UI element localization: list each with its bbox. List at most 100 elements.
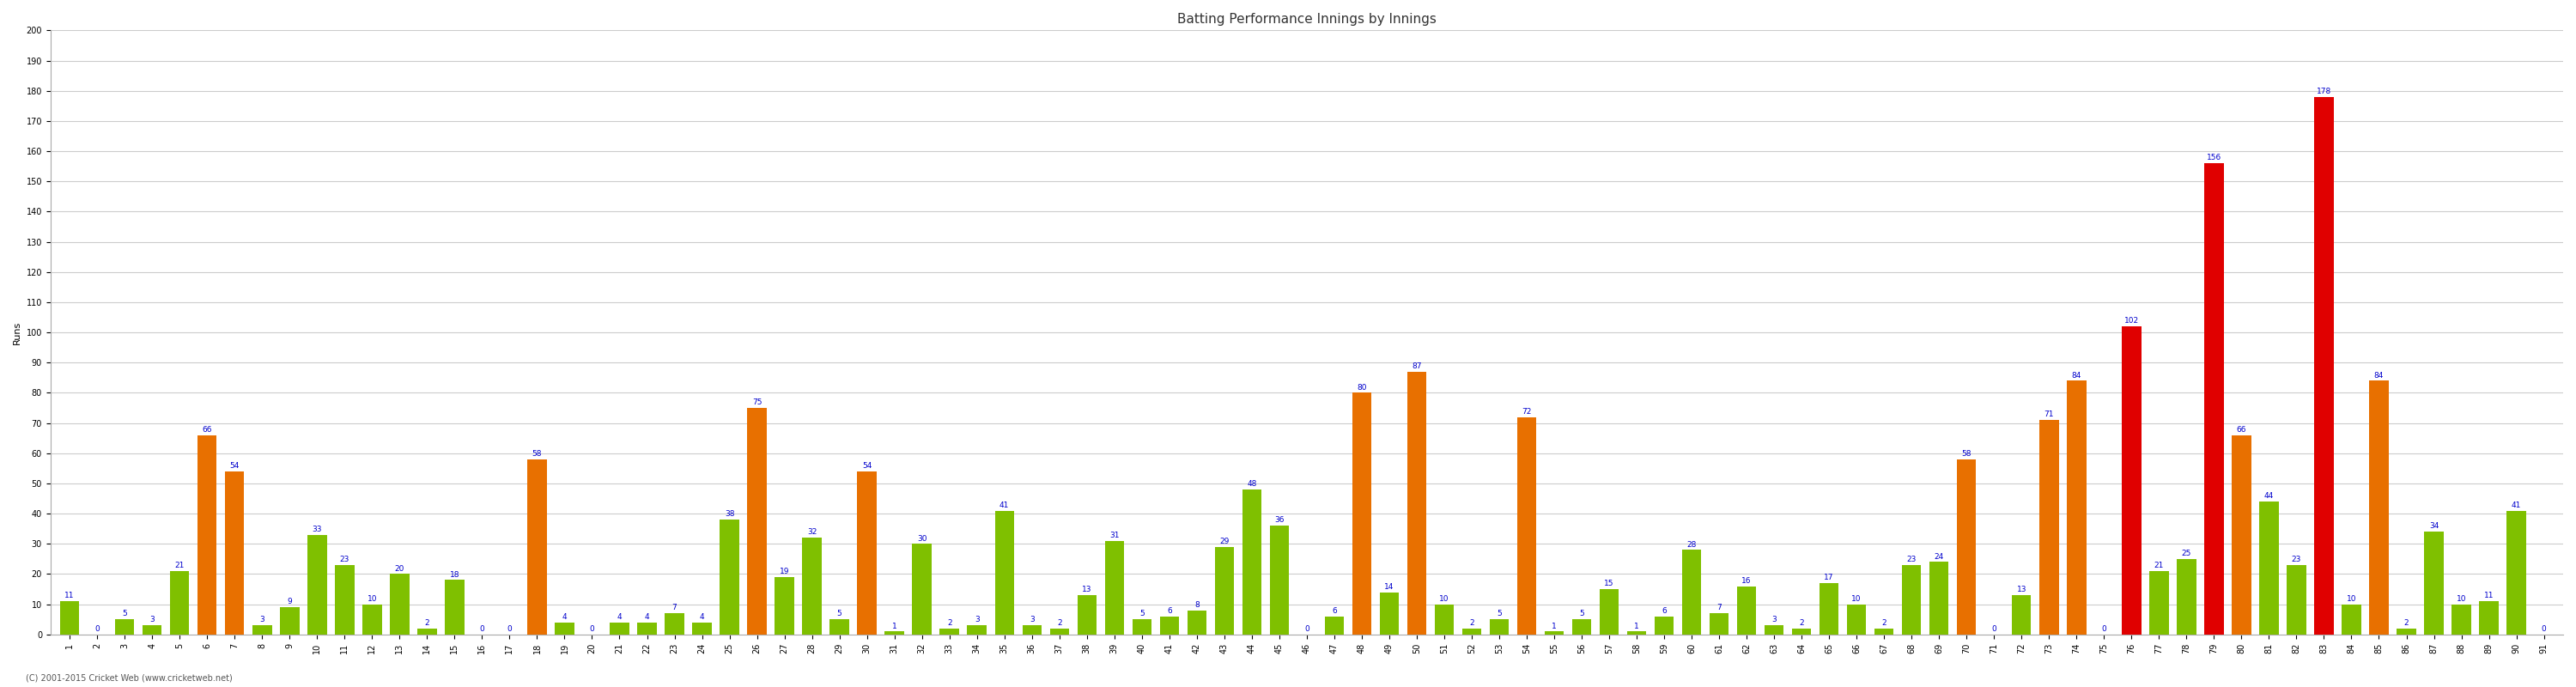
Bar [2259,502,2280,634]
Bar [2396,629,2416,634]
Bar [1710,613,1728,634]
Text: 15: 15 [1605,580,1615,587]
Text: 80: 80 [1358,383,1368,392]
Text: 71: 71 [2045,411,2053,418]
Text: 38: 38 [724,510,734,518]
Bar [2506,510,2527,634]
Text: 3: 3 [260,616,265,624]
Bar [1819,583,1839,634]
Bar [884,631,904,634]
Text: 4: 4 [562,613,567,621]
Text: 7: 7 [672,604,677,611]
Text: 21: 21 [175,562,185,570]
Text: 1: 1 [1633,622,1638,630]
Bar [1600,589,1618,634]
Text: 5: 5 [1579,610,1584,618]
Text: 41: 41 [999,502,1010,509]
Bar [1105,541,1123,634]
Bar [1406,372,1427,634]
Bar [1133,619,1151,634]
Bar [2177,559,2197,634]
Bar [2123,326,2141,634]
Bar [1654,616,1674,634]
Bar [1051,629,1069,634]
Bar [1793,629,1811,634]
Bar [2478,601,2499,634]
Bar [2424,532,2445,634]
Text: 29: 29 [1218,538,1229,545]
Bar [636,622,657,634]
Text: 58: 58 [1963,450,1971,458]
Bar [554,622,574,634]
Text: 24: 24 [1935,553,1945,561]
Text: 4: 4 [644,613,649,621]
Bar [2370,381,2388,634]
Text: 6: 6 [1332,607,1337,615]
Bar [1159,616,1180,634]
Bar [198,435,216,634]
Text: 178: 178 [2316,87,2331,95]
Text: 0: 0 [95,625,100,633]
Text: 13: 13 [1082,586,1092,594]
Text: 11: 11 [2483,592,2494,600]
Text: 4: 4 [618,613,621,621]
Text: 10: 10 [2347,595,2357,602]
Bar [747,408,768,634]
Y-axis label: Runs: Runs [13,321,21,344]
Bar [281,607,299,634]
Bar [1929,562,1947,634]
Text: 2: 2 [425,619,430,627]
Bar [775,577,793,634]
Bar [858,471,876,634]
Text: 84: 84 [2375,372,2383,379]
Text: 0: 0 [507,625,513,633]
Bar [1023,625,1041,634]
Text: 7: 7 [1716,604,1721,611]
Text: 58: 58 [533,450,541,458]
Text: 2: 2 [2403,619,2409,627]
Text: 32: 32 [806,528,817,537]
Text: 54: 54 [229,462,240,470]
Text: 72: 72 [1522,407,1533,416]
Bar [224,471,245,634]
Text: 19: 19 [781,567,788,576]
Bar [2452,605,2470,634]
Bar [1489,619,1510,634]
Bar [1628,631,1646,634]
Text: 41: 41 [2512,502,2522,509]
Text: 30: 30 [917,534,927,542]
Text: 0: 0 [479,625,484,633]
Bar [2342,605,2362,634]
Bar [2313,97,2334,634]
Bar [1435,605,1453,634]
Bar [363,605,381,634]
Text: 13: 13 [2017,586,2027,594]
Text: 23: 23 [340,556,350,563]
Text: 14: 14 [1383,583,1394,591]
Text: 21: 21 [2154,562,2164,570]
Bar [994,510,1015,634]
Bar [829,619,850,634]
Text: 48: 48 [1247,480,1257,488]
Bar [1546,631,1564,634]
Text: 2: 2 [1880,619,1886,627]
Text: 11: 11 [64,592,75,600]
Text: 2: 2 [1798,619,1803,627]
Bar [528,459,546,634]
Bar [2205,164,2223,634]
Text: 84: 84 [2071,372,2081,379]
Bar [417,629,438,634]
Text: 66: 66 [204,426,211,433]
Bar [1188,610,1206,634]
Bar [1765,625,1783,634]
Text: 5: 5 [121,610,126,618]
Text: 1: 1 [1551,622,1556,630]
Bar [1571,619,1592,634]
Bar [1736,586,1757,634]
Bar [1875,629,1893,634]
Bar [2148,571,2169,634]
Text: 10: 10 [2458,595,2465,602]
Bar [1216,547,1234,634]
Bar [1463,629,1481,634]
Text: 156: 156 [2208,154,2221,161]
